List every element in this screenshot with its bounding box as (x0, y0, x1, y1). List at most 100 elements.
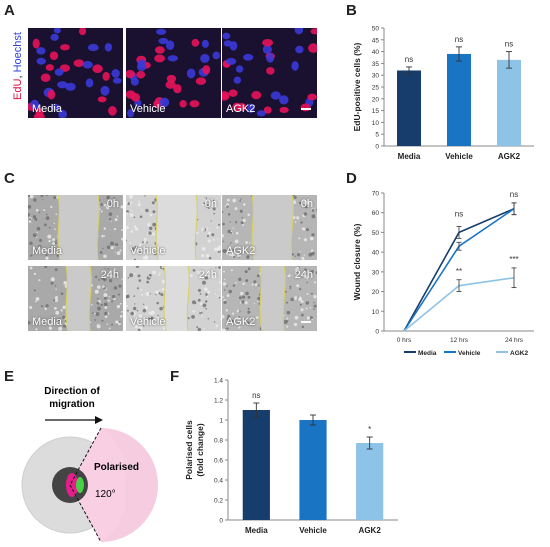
y-tick-label: 0.2 (214, 498, 223, 505)
time-label: 0h (106, 198, 119, 210)
edu-label: EdU (12, 78, 24, 100)
y-axis-label-2: (fold change) (195, 423, 205, 477)
bar (497, 59, 521, 146)
y-axis-label: Wound closure (%) (352, 223, 362, 300)
wound-image-vehicle-0h: Vehicle 0h (126, 195, 221, 260)
y-tick-label: 0 (375, 329, 379, 336)
wound-label: Media (32, 316, 62, 328)
scale-bar (301, 108, 311, 110)
y-tick-label: 0 (219, 518, 223, 525)
y-tick-label: 30 (372, 73, 380, 80)
panel-label-c: C (4, 170, 15, 187)
panel-label-a: A (4, 2, 15, 19)
significance-label: ns (455, 35, 463, 44)
y-tick-label: 50 (372, 230, 380, 237)
sector-line-top (69, 427, 102, 486)
time-label: 24h (100, 269, 119, 281)
direction-text-2: migration (49, 399, 95, 410)
y-tick-label: 45 (372, 37, 380, 44)
significance-label: ns (405, 55, 413, 64)
y-tick-label: 70 (372, 191, 380, 198)
y-axis-label: EdU-positive cells (%) (352, 42, 362, 131)
wound-label: AGK2 (226, 245, 256, 257)
significance-label: ns (510, 190, 518, 199)
y-tick-label: 60 (372, 210, 380, 217)
y-axis-label-1: Polarised cells (184, 420, 194, 480)
y-tick-label: 5 (375, 132, 379, 139)
y-tick-label: 0.8 (214, 438, 223, 445)
wound-image-agk2-0h: AGK2 0h (222, 195, 317, 260)
time-label: 24h (294, 269, 313, 281)
significance-label: * (368, 425, 371, 434)
sector-line-bottom (69, 484, 102, 543)
wound-label: Media (32, 245, 62, 257)
direction-text-1: Direction of (44, 386, 100, 397)
wound-image-media-24h: Media 24h (28, 266, 123, 331)
y-tick-label: 25 (372, 85, 380, 92)
separator: , (12, 72, 24, 79)
fluorescence-label: AGK2 (226, 103, 256, 115)
legend-label: Media (418, 350, 437, 357)
category-label: AGK2 (359, 526, 382, 535)
y-tick-label: 50 (372, 26, 380, 33)
legend-label: Vehicle (458, 350, 481, 357)
wound-label: AGK2 (226, 316, 256, 328)
fluorescence-label: Vehicle (130, 103, 166, 115)
direction-arrow-icon (95, 416, 103, 424)
y-tick-label: 0.6 (214, 458, 223, 465)
y-tick-label: 1.4 (214, 378, 223, 385)
bar (397, 70, 421, 146)
category-label: Vehicle (445, 152, 473, 161)
polarised-zone (70, 428, 127, 542)
angle-text: 120° (95, 489, 116, 500)
significance-label: *** (509, 255, 518, 264)
wound-closure-line-chart: 0 10 20 30 40 50 60 70 0 hrs 12 hrs 24 hrs Wound cl… (352, 190, 534, 357)
wound-label: Vehicle (130, 316, 166, 328)
y-tick-label: 20 (372, 289, 380, 296)
bar (356, 443, 384, 520)
significance-label: ns (252, 391, 260, 400)
fluorescence-image-agk2: AGK2 (222, 28, 317, 118)
bar (447, 53, 471, 146)
fluorescence-image-media: Media (28, 28, 123, 118)
panel-label-f: F (170, 368, 180, 385)
y-tick-label: 10 (372, 309, 380, 316)
time-label: 0h (300, 198, 313, 210)
fluorescence-image-vehicle: Vehicle (126, 28, 221, 118)
channel-legend: EdU, Hoechst (12, 26, 24, 106)
wound-image-vehicle-24h: Vehicle 24h (126, 266, 221, 331)
pink-marker (66, 473, 78, 497)
panel-label-b: B (346, 2, 357, 19)
edu-bar-chart: 0 5 10 15 20 25 30 35 40 45 50 ns Media ns Vehicle ns AG… (352, 26, 534, 161)
polarisation-diagram: Direction of migration Polarised 120° (21, 386, 158, 543)
category-label: Vehicle (299, 526, 327, 535)
polarised-text: Polarised (94, 462, 139, 473)
significance-label: ns (455, 210, 463, 219)
x-tick-label: 0 hrs (397, 337, 412, 344)
wound-image-media-0h: Media 0h (28, 195, 123, 260)
category-label: Media (245, 526, 268, 535)
panel-label-e: E (4, 368, 15, 385)
significance-label: ns (505, 40, 513, 49)
y-tick-label: 35 (372, 61, 380, 68)
y-tick-label: 30 (372, 269, 380, 276)
y-tick-label: 10 (372, 120, 380, 127)
panel-label-d: D (346, 170, 357, 187)
y-tick-label: 20 (372, 96, 380, 103)
y-tick-label: 1 (219, 418, 223, 425)
scale-bar (301, 321, 311, 323)
time-label: 24h (198, 269, 217, 281)
fluorescence-label: Media (32, 103, 62, 115)
hoechst-label: Hoechst (12, 32, 24, 73)
y-tick-label: 40 (372, 250, 380, 257)
legend-label: AGK2 (510, 350, 528, 357)
y-tick-label: 15 (372, 108, 380, 115)
wound-image-agk2-24h: AGK2 24h (222, 266, 317, 331)
centrosome-marker (76, 477, 84, 493)
y-tick-label: 0 (375, 144, 379, 151)
y-tick-label: 1.2 (214, 398, 223, 405)
bar (299, 420, 327, 520)
x-tick-label: 12 hrs (450, 337, 469, 344)
time-label: 0h (204, 198, 217, 210)
category-label: Media (398, 152, 421, 161)
